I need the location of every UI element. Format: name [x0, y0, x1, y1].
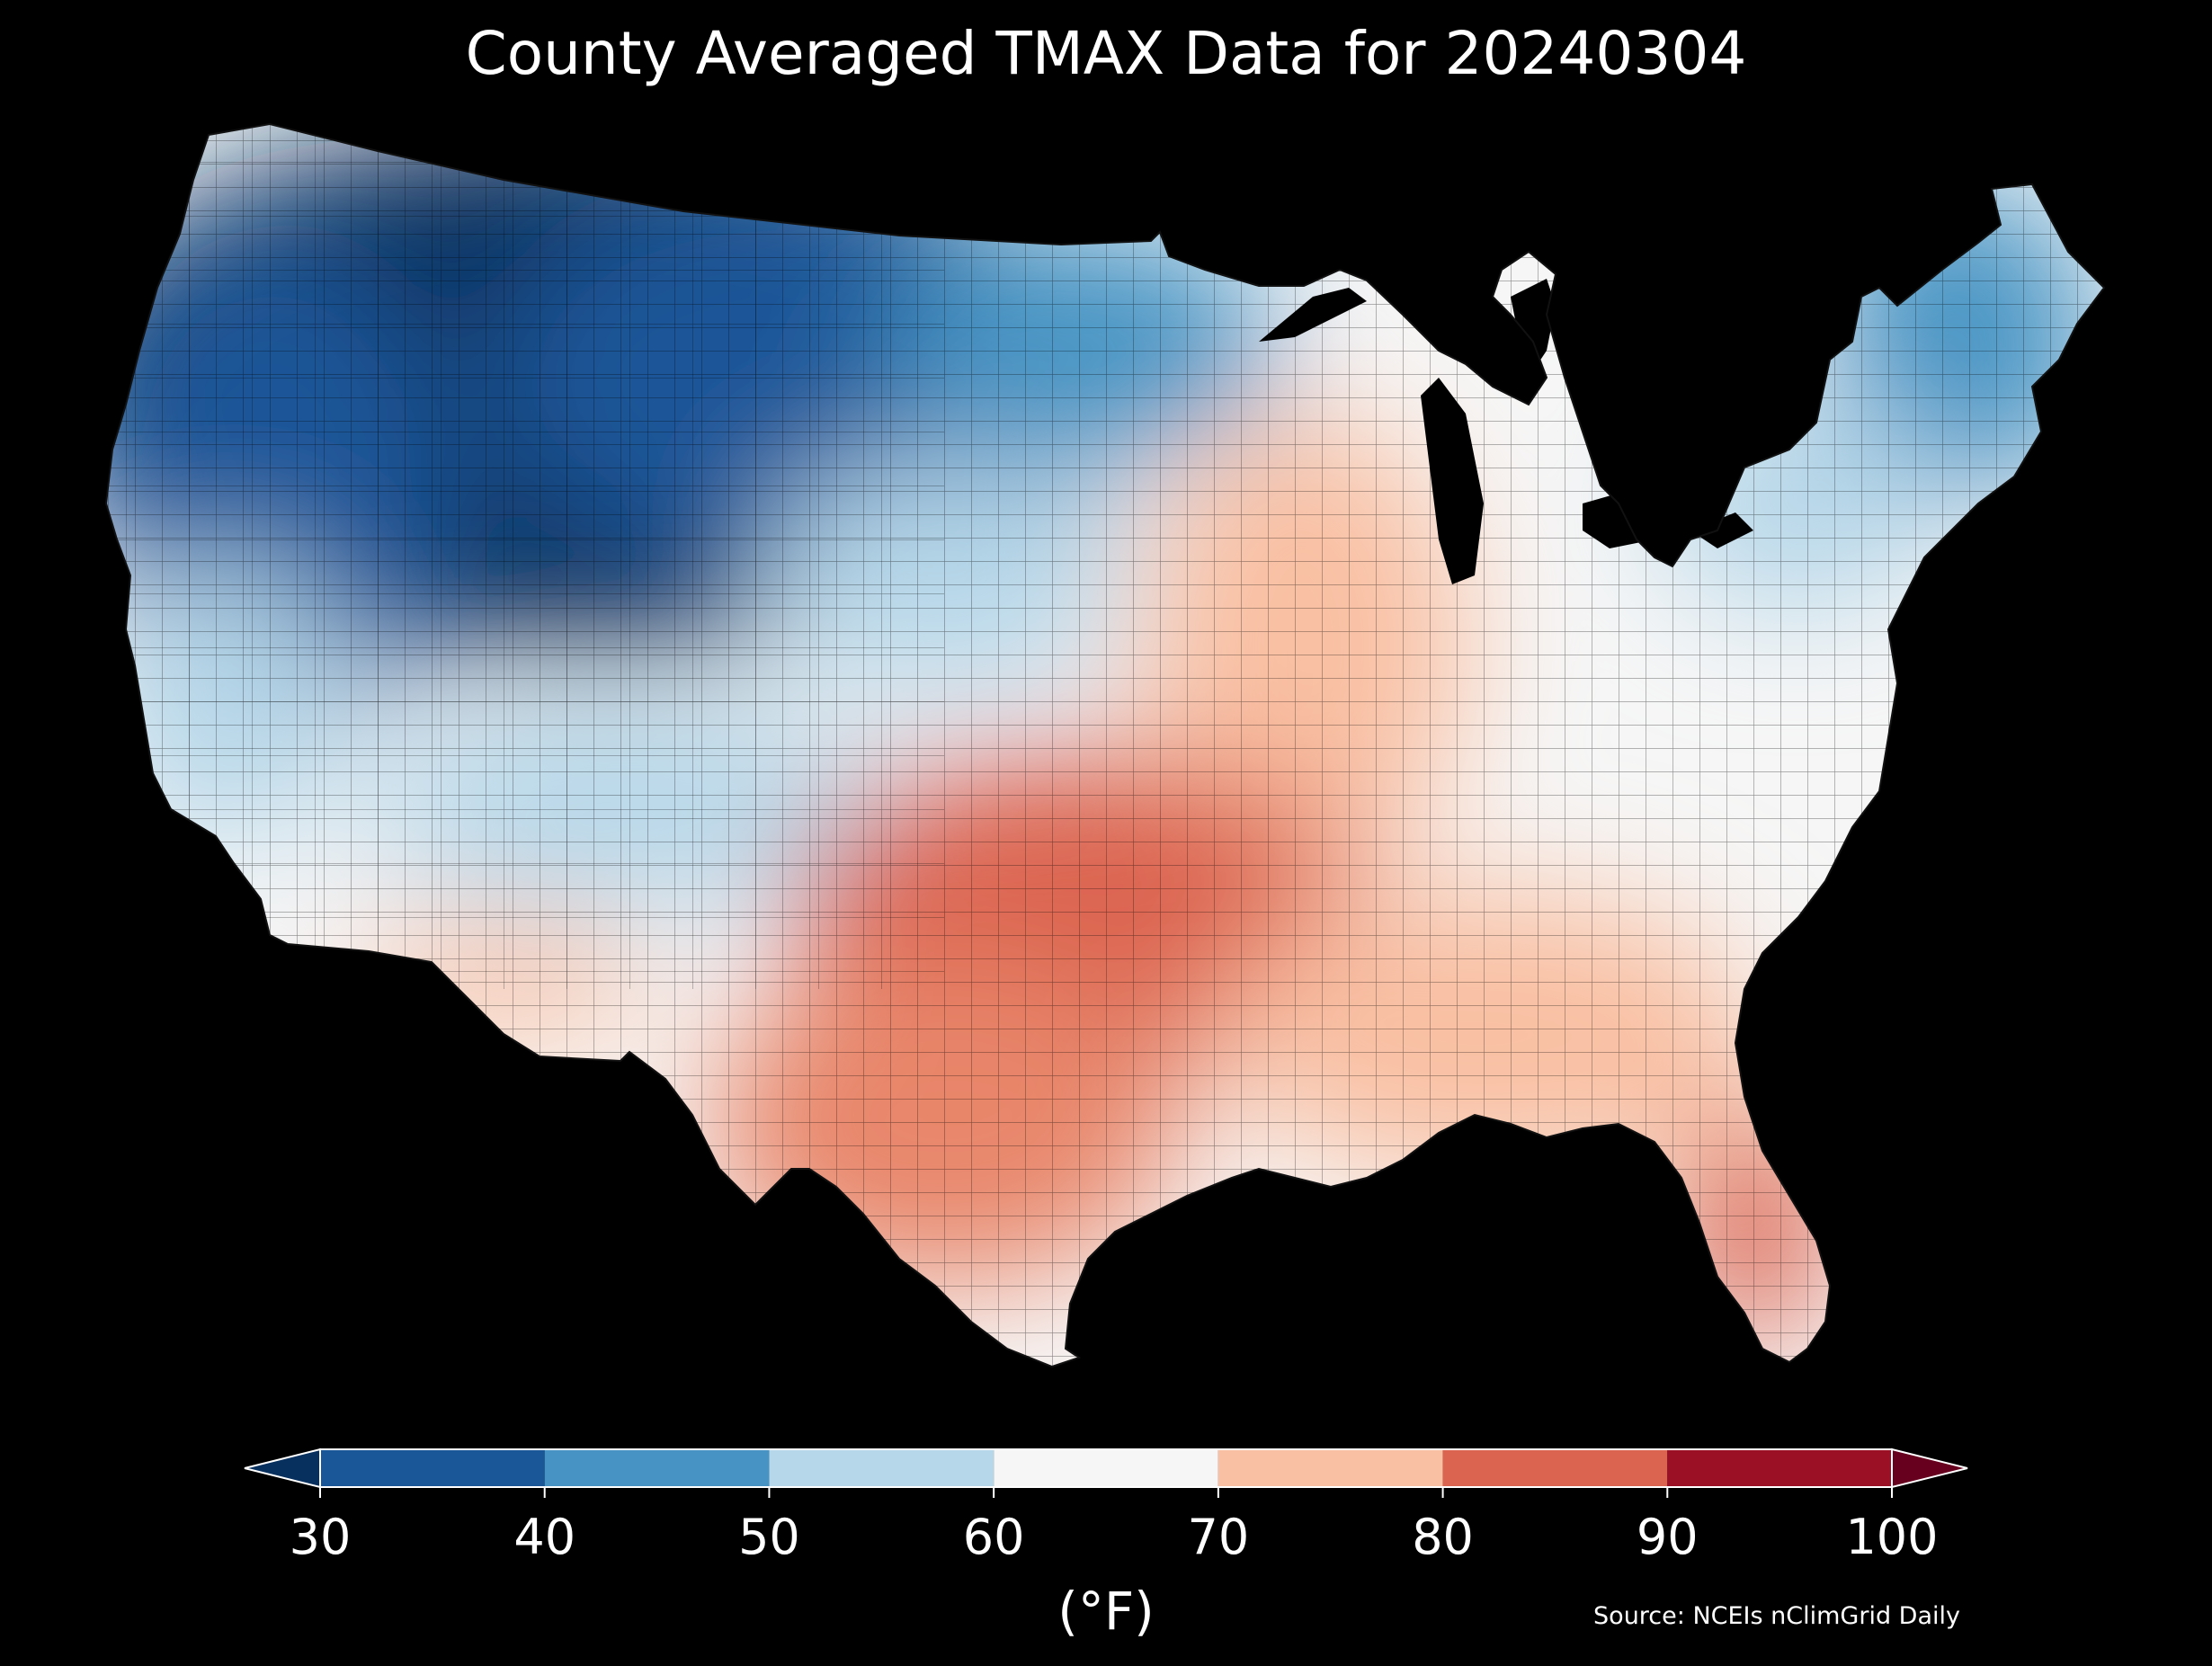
colorbar-tick-label: 70	[1187, 1509, 1250, 1565]
colorbar-tick-label: 60	[962, 1509, 1025, 1565]
map-title: County Averaged TMAX Data for 20240304	[465, 19, 1747, 88]
source-label: Source: NCEIs nClimGrid Daily	[1593, 1602, 1960, 1630]
colorbar-tick-label: 30	[289, 1509, 352, 1565]
colorbar	[244, 1448, 1968, 1498]
colorbar-over-triangle	[1891, 1448, 1968, 1489]
colorbar-tick-label: 80	[1412, 1509, 1474, 1565]
colorbar-ticks	[319, 1487, 1893, 1498]
great-lakes	[1259, 279, 1753, 584]
colorbar-bins	[320, 1449, 1892, 1487]
colorbar-bin-90-100	[1667, 1449, 1892, 1487]
colorbar-bin-70-80	[1217, 1449, 1443, 1487]
colorbar-tick-label: 40	[513, 1509, 576, 1565]
colorbar-under-triangle	[244, 1448, 321, 1489]
colorbar-bin-80-90	[1442, 1449, 1668, 1487]
colorbar-tick-label: 50	[738, 1509, 800, 1565]
colorbar-frame	[319, 1448, 1893, 1488]
colorbar-units-label: (°F)	[1057, 1581, 1155, 1642]
colorbar-bin-50-60	[769, 1449, 995, 1487]
colorbar-bin-40-50	[544, 1449, 770, 1487]
colorbar-bin-60-70	[994, 1449, 1218, 1487]
colorbar-tick-label: 100	[1845, 1509, 1939, 1565]
colorbar-bin-30-40	[320, 1449, 545, 1487]
colorbar-tick-label: 90	[1636, 1509, 1699, 1565]
